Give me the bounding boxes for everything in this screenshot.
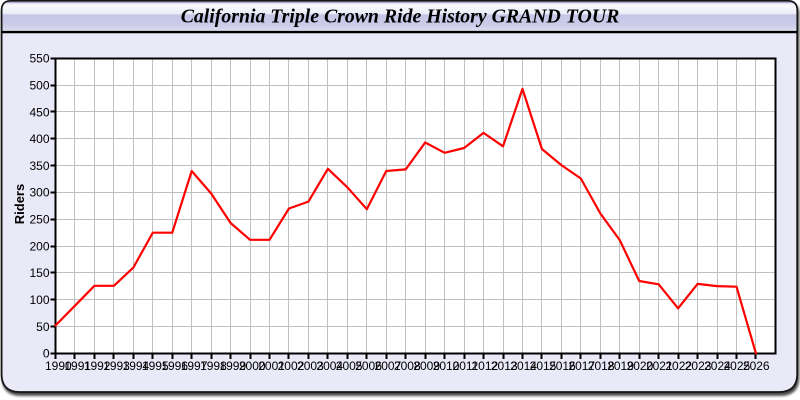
svg-text:1993: 1993 xyxy=(103,359,130,373)
svg-text:400: 400 xyxy=(29,132,49,146)
svg-text:100: 100 xyxy=(29,293,49,307)
svg-text:1995: 1995 xyxy=(142,359,169,373)
svg-text:1998: 1998 xyxy=(200,359,227,373)
svg-text:1996: 1996 xyxy=(161,359,188,373)
svg-text:2020: 2020 xyxy=(627,359,654,373)
svg-text:2002: 2002 xyxy=(278,359,305,373)
svg-text:2007: 2007 xyxy=(375,359,402,373)
svg-text:150: 150 xyxy=(29,266,49,280)
svg-text:California Triple Crown Ride H: California Triple Crown Ride History GRA… xyxy=(181,5,620,27)
svg-text:2004: 2004 xyxy=(316,359,343,373)
svg-text:Riders: Riders xyxy=(12,184,27,224)
svg-text:2000: 2000 xyxy=(239,359,266,373)
svg-text:300: 300 xyxy=(29,186,49,200)
svg-text:2005: 2005 xyxy=(336,359,363,373)
svg-text:2017: 2017 xyxy=(568,359,595,373)
svg-text:2014: 2014 xyxy=(510,359,537,373)
svg-text:2022: 2022 xyxy=(665,359,692,373)
svg-text:550: 550 xyxy=(29,52,49,66)
svg-text:2001: 2001 xyxy=(258,359,285,373)
svg-text:2015: 2015 xyxy=(530,359,557,373)
svg-text:2021: 2021 xyxy=(646,359,673,373)
svg-text:2026: 2026 xyxy=(743,359,770,373)
svg-text:2019: 2019 xyxy=(607,359,634,373)
svg-text:200: 200 xyxy=(29,239,49,253)
svg-text:2018: 2018 xyxy=(588,359,615,373)
svg-text:1994: 1994 xyxy=(123,359,150,373)
svg-text:1997: 1997 xyxy=(181,359,208,373)
svg-text:2011: 2011 xyxy=(453,359,479,373)
svg-text:2024: 2024 xyxy=(704,359,731,373)
svg-text:0: 0 xyxy=(43,347,50,361)
svg-text:2006: 2006 xyxy=(355,359,382,373)
svg-text:1991: 1991 xyxy=(64,359,91,373)
svg-text:2010: 2010 xyxy=(433,359,460,373)
svg-text:450: 450 xyxy=(29,105,49,119)
svg-text:2012: 2012 xyxy=(471,359,498,373)
svg-text:50: 50 xyxy=(36,320,50,334)
svg-text:2013: 2013 xyxy=(491,359,518,373)
svg-text:2016: 2016 xyxy=(549,359,576,373)
svg-text:2025: 2025 xyxy=(724,359,751,373)
svg-text:1990: 1990 xyxy=(45,359,72,373)
svg-text:2009: 2009 xyxy=(413,359,440,373)
svg-text:2003: 2003 xyxy=(297,359,324,373)
svg-text:1992: 1992 xyxy=(84,359,111,373)
svg-text:2023: 2023 xyxy=(685,359,712,373)
svg-text:250: 250 xyxy=(29,213,49,227)
svg-text:350: 350 xyxy=(29,159,49,173)
svg-text:2008: 2008 xyxy=(394,359,421,373)
svg-text:1999: 1999 xyxy=(219,359,246,373)
svg-text:500: 500 xyxy=(29,78,49,92)
